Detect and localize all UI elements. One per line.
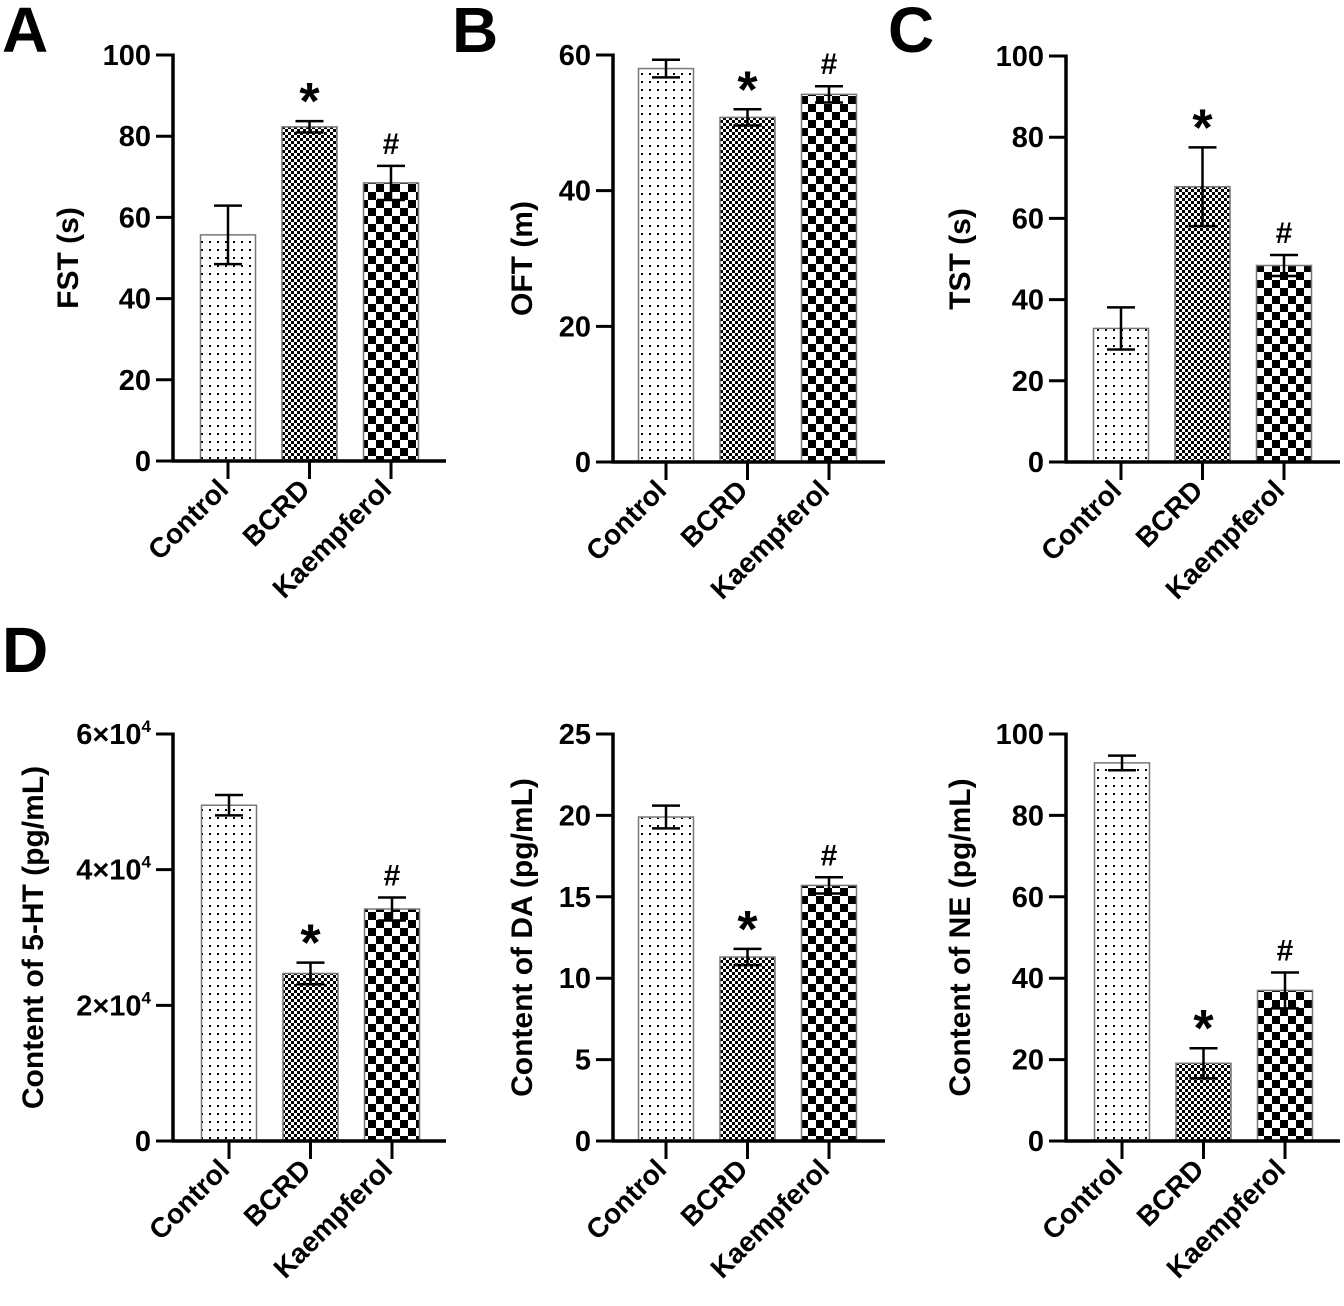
x-tick-label-control: Control [580, 1153, 672, 1245]
significance-star: * [1193, 1000, 1214, 1058]
y-tick-label: 60 [1012, 203, 1044, 235]
panel-letter-b: B [452, 0, 498, 66]
y-axis-title: TST (s) [944, 208, 977, 310]
y-tick-label: 80 [1012, 800, 1044, 832]
x-tick-label-control: Control [142, 473, 234, 565]
significance-star: * [1192, 99, 1213, 157]
y-tick-label: 60 [119, 202, 151, 234]
y-tick-label: 20 [559, 800, 591, 832]
significance-hash: # [383, 128, 400, 161]
y-tick-label: 20 [1012, 366, 1044, 398]
bar-kaempferol [363, 908, 421, 1142]
bar-control [199, 234, 257, 462]
bar-control [637, 67, 695, 463]
y-tick-label: 20 [119, 365, 151, 397]
y-tick-label: 100 [996, 41, 1044, 73]
y-tick-label: 20 [1012, 1045, 1044, 1077]
bar-control [1093, 762, 1151, 1142]
x-tick-label-control: Control [1035, 474, 1127, 566]
y-tick-label: 40 [1012, 285, 1044, 317]
significance-hash: # [1277, 935, 1294, 968]
y-tick-label: 0 [1028, 1126, 1044, 1158]
y-tick-label: 60 [1012, 882, 1044, 914]
bar-control [637, 816, 695, 1142]
bar-kaempferol [800, 93, 858, 463]
significance-star: * [737, 901, 758, 959]
x-tick-label-control: Control [580, 474, 672, 566]
x-tick-label-bcrd: BCRD [675, 474, 754, 553]
y-tick-label: 40 [1012, 963, 1044, 995]
significance-hash: # [1276, 217, 1293, 250]
y-tick-label: 0 [1028, 447, 1044, 479]
x-tick-label-bcrd: BCRD [675, 1153, 754, 1232]
bar-control [200, 804, 258, 1142]
x-tick-label-bcrd: BCRD [238, 1153, 317, 1232]
x-tick-label-control: Control [143, 1153, 235, 1245]
bar-bcrd [719, 116, 776, 463]
y-tick-label: 5 [575, 1045, 591, 1077]
y-axis-title: OFT (m) [506, 201, 539, 316]
bar-kaempferol [1255, 264, 1313, 463]
bar-kaempferol [362, 182, 420, 462]
x-tick-label-bcrd: BCRD [237, 473, 316, 552]
y-tick-label: 100 [996, 719, 1044, 751]
y-axis-title: Content of DA (pg/mL) [506, 778, 539, 1097]
y-axis-title: Content of NE (pg/mL) [944, 778, 977, 1096]
bar-kaempferol [1256, 989, 1314, 1142]
significance-star: * [300, 915, 321, 973]
bar-bcrd [719, 956, 776, 1142]
y-tick-label: 25 [559, 719, 591, 751]
y-tick-label: 0 [575, 1126, 591, 1158]
bar-bcrd [1174, 185, 1231, 463]
panel-letter-d: D [2, 614, 48, 686]
significance-hash: # [821, 839, 838, 872]
y-tick-label: 20 [559, 311, 591, 343]
significance-star: * [299, 73, 320, 131]
bar-kaempferol [800, 884, 858, 1142]
significance-star: * [737, 61, 758, 119]
y-tick-label: 15 [559, 882, 591, 914]
y-tick-label: 2×104 [76, 988, 151, 1022]
bar-bcrd [281, 126, 338, 462]
y-axis-title: Content of 5-HT (pg/mL) [17, 766, 50, 1109]
panel-letter-a: A [2, 0, 48, 66]
significance-hash: # [821, 48, 838, 81]
y-tick-label: 80 [1012, 122, 1044, 154]
y-tick-label: 0 [575, 447, 591, 479]
y-tick-label: 6×104 [76, 717, 151, 751]
y-tick-label: 0 [135, 446, 151, 478]
y-tick-label: 60 [559, 40, 591, 72]
y-tick-label: 4×104 [76, 853, 151, 887]
y-tick-label: 10 [559, 963, 591, 995]
y-tick-label: 0 [135, 1126, 151, 1158]
bar-bcrd [282, 972, 339, 1142]
y-tick-label: 40 [119, 284, 151, 316]
y-axis-title: FST (s) [52, 207, 85, 309]
significance-hash: # [384, 859, 401, 892]
y-tick-label: 80 [119, 121, 151, 153]
x-tick-label-bcrd: BCRD [1130, 474, 1209, 553]
x-tick-label-bcrd: BCRD [1131, 1153, 1210, 1232]
x-tick-label-control: Control [1036, 1153, 1128, 1245]
y-tick-label: 40 [559, 176, 591, 208]
panel-letter-c: C [888, 0, 934, 66]
y-tick-label: 100 [103, 40, 151, 72]
